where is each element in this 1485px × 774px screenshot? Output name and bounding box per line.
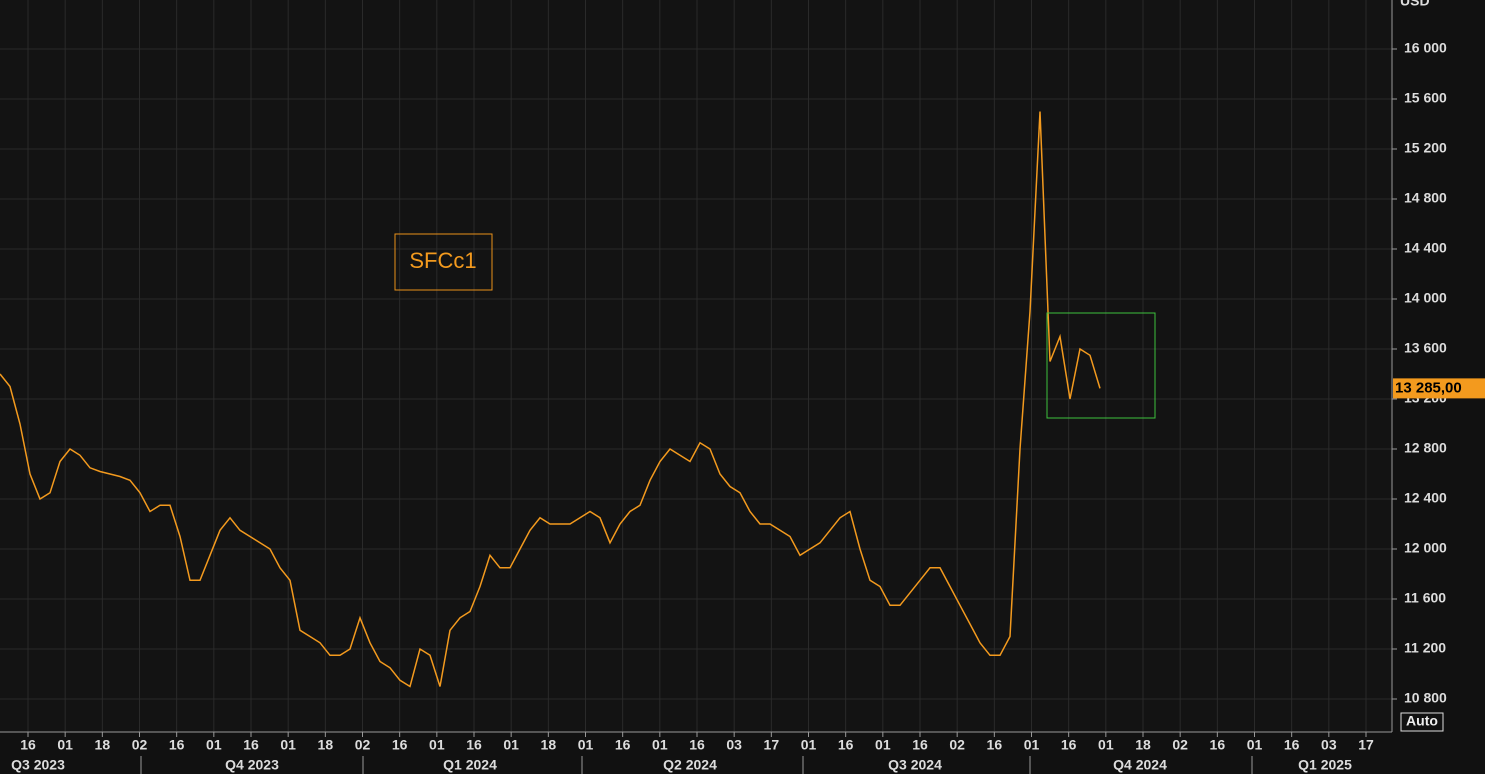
last-price-box	[1393, 378, 1485, 399]
x-tick-label: 16	[615, 737, 631, 753]
x-tick-label: 01	[57, 737, 73, 753]
x-tick-label: 02	[1172, 737, 1188, 753]
x-tick-label: 17	[764, 737, 780, 753]
x-tick-label: 16	[987, 737, 1003, 753]
price-line	[0, 111, 1101, 688]
auto-button[interactable]	[1400, 712, 1444, 732]
x-tick-label: 02	[949, 737, 965, 753]
chart-title: SFCc1	[409, 248, 476, 273]
x-tick-label: 16	[466, 737, 482, 753]
x-tick-label: 02	[355, 737, 371, 753]
y-tick-label: 13 600	[1404, 340, 1447, 356]
x-tick-label: 01	[280, 737, 296, 753]
x-tick-label: 16	[838, 737, 854, 753]
y-tick-label: 10 800	[1404, 690, 1447, 706]
quarter-label: Q1 2024	[443, 757, 497, 773]
y-tick-label: 14 400	[1404, 240, 1447, 256]
x-tick-label: 01	[578, 737, 594, 753]
unit-label: USD	[1400, 0, 1430, 9]
x-tick-label: 16	[689, 737, 705, 753]
quarter-label: Q3 2024	[888, 757, 942, 773]
plot	[0, 111, 1101, 688]
x-tick-label: 16	[1284, 737, 1300, 753]
x-tick-label: 01	[652, 737, 668, 753]
last-price-label: 13 285,00	[1395, 379, 1462, 396]
x-tick-label: 18	[541, 737, 557, 753]
x-tick-label: 16	[169, 737, 185, 753]
x-tick-label: 01	[429, 737, 445, 753]
y-tick-label: 14 000	[1404, 290, 1447, 306]
quarter-label: Q4 2024	[1113, 757, 1167, 773]
x-tick-label: 18	[318, 737, 334, 753]
x-tick-label: 16	[392, 737, 408, 753]
x-tick-label: 03	[726, 737, 742, 753]
x-tick-label: 01	[1098, 737, 1114, 753]
x-tick-label: 16	[1061, 737, 1077, 753]
y-tick-label: 11 600	[1404, 590, 1446, 606]
x-tick-label: 16	[243, 737, 259, 753]
highlight-box	[1046, 312, 1156, 419]
title-box	[394, 233, 493, 291]
x-tick-label: 01	[875, 737, 891, 753]
x-tick-label: 02	[132, 737, 148, 753]
quarter-label: Q3 2023	[11, 757, 65, 773]
x-tick-label: 01	[801, 737, 817, 753]
x-tick-label: 01	[206, 737, 222, 753]
auto-button-label[interactable]: Auto	[1406, 713, 1438, 729]
y-tick-label: 12 000	[1404, 540, 1447, 556]
quarter-label: Q4 2023	[225, 757, 279, 773]
quarter-label: Q2 2024	[663, 757, 717, 773]
y-tick-label: 11 200	[1404, 640, 1446, 656]
x-tick-label: 01	[1024, 737, 1040, 753]
x-tick-label: 01	[503, 737, 519, 753]
quarter-label: Q1 2025	[1298, 757, 1352, 773]
x-tick-label: 16	[20, 737, 36, 753]
y-tick-label: 12 400	[1404, 490, 1447, 506]
x-tick-label: 18	[1135, 737, 1151, 753]
x-tick-label: 18	[95, 737, 111, 753]
x-tick-label: 16	[1210, 737, 1226, 753]
axis-labels: 10 800 11 200 11 600 12 000 12 400 12 800 13 2…	[11, 40, 1485, 774]
x-tick-label: 03	[1321, 737, 1337, 753]
y-tick-label: 12 800	[1404, 440, 1447, 456]
x-tick-label: 17	[1358, 737, 1374, 753]
y-tick-label: 15 600	[1404, 90, 1447, 106]
y-tick-label: 16 000	[1404, 40, 1447, 56]
plot-area	[0, 0, 1392, 732]
x-tick-label: 16	[912, 737, 928, 753]
grid	[0, 0, 1392, 732]
y-tick-label: 14 800	[1404, 190, 1447, 206]
y-tick-label: 15 200	[1404, 140, 1447, 156]
x-tick-label: 01	[1247, 737, 1263, 753]
